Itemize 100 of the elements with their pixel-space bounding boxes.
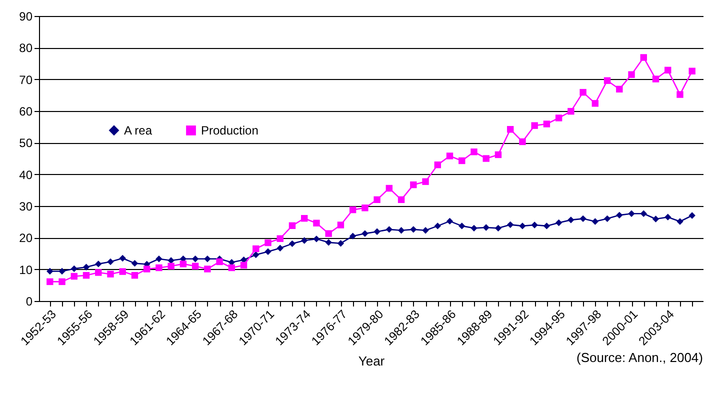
y-tick-label: 50	[19, 136, 33, 150]
point	[568, 108, 574, 115]
point	[58, 268, 66, 275]
point	[192, 256, 199, 262]
point	[555, 219, 562, 226]
point	[628, 210, 635, 217]
point	[482, 224, 490, 231]
point	[616, 212, 623, 219]
point	[664, 214, 672, 220]
point	[216, 258, 223, 266]
point	[688, 212, 696, 219]
point	[70, 265, 78, 272]
point	[119, 254, 126, 262]
point	[276, 244, 284, 252]
point	[592, 218, 599, 225]
point	[131, 272, 138, 279]
y-tick-label: 90	[19, 10, 33, 24]
point	[337, 240, 344, 247]
point	[616, 86, 623, 93]
point	[252, 245, 260, 252]
point	[46, 278, 54, 286]
point	[204, 256, 211, 262]
y-tick-label: 40	[19, 168, 33, 182]
point	[470, 148, 478, 156]
point	[192, 262, 199, 270]
point	[301, 214, 308, 222]
point	[555, 114, 562, 122]
point	[531, 122, 538, 129]
point	[506, 221, 514, 228]
point	[494, 151, 502, 158]
point	[107, 258, 114, 266]
point	[288, 240, 296, 248]
point	[604, 77, 611, 84]
point	[337, 222, 344, 228]
point	[82, 264, 90, 270]
point	[264, 248, 272, 255]
point	[470, 224, 478, 232]
legend-label: Production	[201, 123, 258, 138]
text: (Source: Anon., 2004)	[576, 350, 703, 365]
point	[180, 260, 187, 268]
point	[264, 239, 272, 246]
point	[156, 256, 162, 262]
point	[95, 260, 102, 268]
point	[446, 152, 454, 160]
point	[301, 237, 308, 244]
point	[168, 262, 174, 270]
point	[325, 239, 332, 246]
point	[519, 222, 526, 230]
point	[640, 210, 647, 217]
point	[410, 226, 417, 233]
point	[374, 196, 380, 204]
point	[640, 54, 647, 61]
y-tick-label: 10	[19, 262, 33, 277]
point	[506, 126, 514, 133]
point	[398, 227, 405, 234]
point	[580, 88, 586, 96]
point	[252, 251, 260, 258]
point	[58, 278, 66, 286]
point	[240, 262, 248, 269]
point	[82, 272, 90, 279]
point	[458, 222, 466, 230]
point	[688, 68, 696, 74]
point	[543, 222, 550, 230]
point	[422, 227, 429, 234]
point	[458, 157, 466, 164]
point	[228, 264, 236, 272]
point	[652, 76, 660, 82]
point	[676, 91, 684, 98]
point	[434, 161, 441, 168]
point	[374, 228, 380, 236]
point	[156, 264, 162, 272]
point	[604, 215, 611, 222]
point	[46, 268, 54, 275]
point	[362, 230, 368, 237]
point	[494, 224, 502, 232]
point	[652, 216, 660, 222]
point	[422, 178, 429, 185]
y-tick-label: 20	[19, 231, 33, 246]
point	[313, 236, 320, 242]
x-axis-title: Year	[358, 353, 386, 368]
point	[434, 222, 441, 230]
legend-label: A rea	[124, 123, 152, 138]
point	[362, 204, 368, 212]
point	[349, 232, 356, 240]
y-tick-label: 70	[19, 72, 33, 87]
point	[664, 66, 672, 74]
point	[131, 260, 138, 267]
point	[628, 71, 635, 78]
point	[107, 270, 114, 278]
point	[168, 257, 174, 264]
point	[276, 235, 284, 242]
point	[543, 120, 550, 128]
y-tick-label: 80	[19, 41, 33, 56]
point	[349, 206, 356, 214]
point	[482, 155, 490, 162]
point	[386, 226, 393, 233]
y-tick-label: 0	[26, 294, 33, 308]
y-tick-label: 30	[19, 200, 33, 214]
point	[592, 100, 599, 107]
point	[95, 269, 102, 276]
